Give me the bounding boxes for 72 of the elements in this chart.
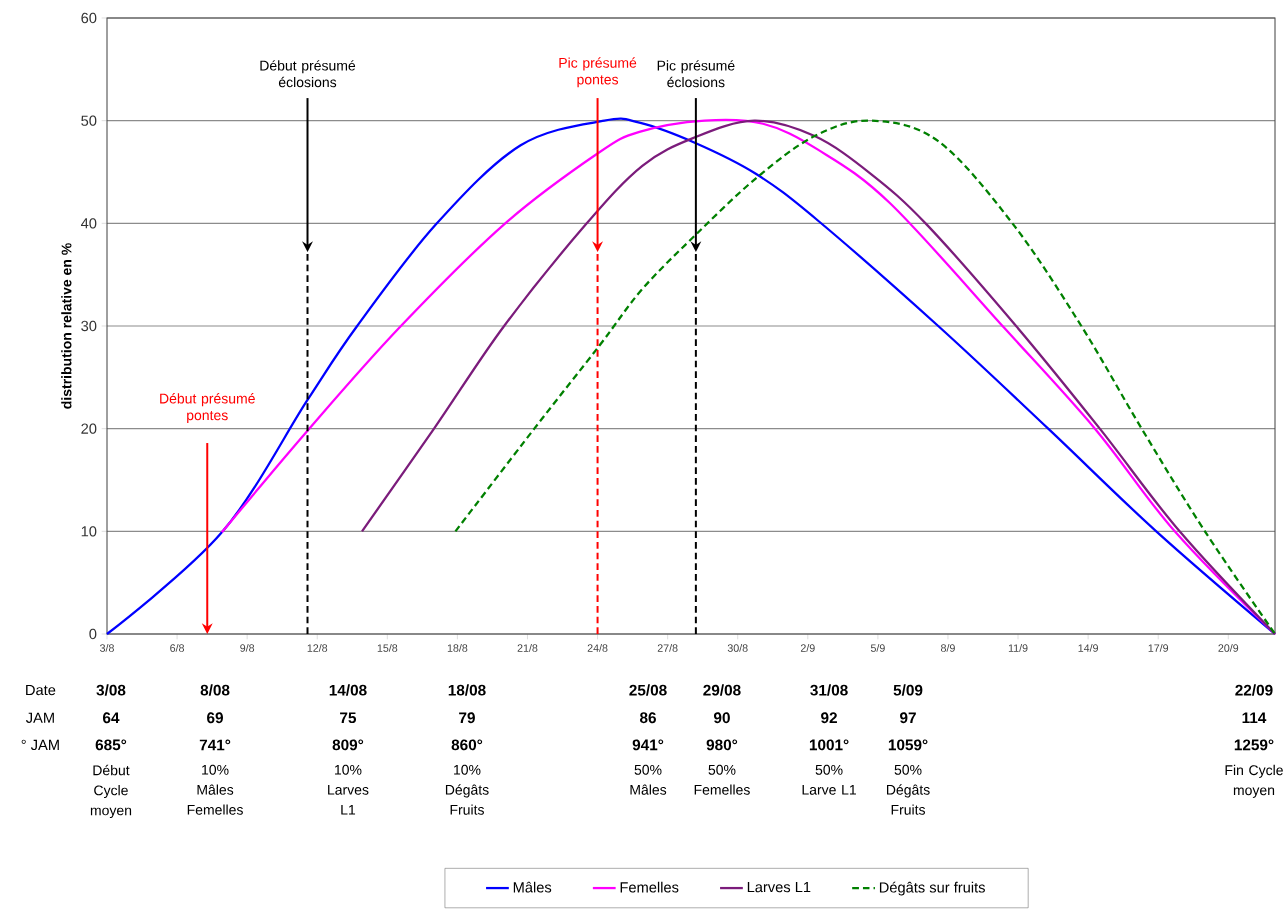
- text: 86: [639, 712, 656, 724]
- text: 3/08: [96, 684, 126, 696]
- x-tick-label: 6/8: [170, 644, 185, 652]
- text: 8/08: [200, 684, 230, 696]
- ref-line-label: Pic présumé éclosions: [657, 60, 735, 88]
- legend-label: Femelles: [620, 881, 679, 893]
- y-tick-label: 30: [81, 320, 97, 332]
- text: 64: [103, 712, 120, 724]
- legend-label: Larves L1: [747, 882, 811, 893]
- x-tick-label: 21/8: [517, 644, 538, 652]
- x-tick-label: 15/8: [377, 644, 398, 652]
- text: 69: [207, 712, 223, 724]
- text: 10% Mâles Femelles: [187, 764, 243, 815]
- x-tick-label: 8/9: [941, 644, 955, 652]
- y-axis-title: distribution relative en %: [61, 243, 72, 409]
- x-tick-label: 24/8: [587, 644, 608, 652]
- text: 31/08: [810, 684, 848, 696]
- legend-label: Dégâts sur fruits: [879, 881, 985, 896]
- x-tick-label: 5/9: [870, 644, 885, 652]
- text: ° JAM: [21, 739, 59, 751]
- text: Début Cycle moyen: [90, 764, 132, 819]
- x-tick-label: 30/8: [727, 644, 748, 652]
- text: 92: [821, 712, 837, 724]
- text: 50% Mâles: [630, 764, 667, 795]
- text: 941°: [632, 739, 664, 751]
- text: Date: [26, 684, 56, 696]
- x-tick-label: 18/8: [447, 644, 468, 652]
- text: 114: [1242, 712, 1267, 724]
- text: 90: [713, 712, 730, 724]
- text: 22/09: [1235, 684, 1273, 696]
- x-tick-label: 3/8: [99, 644, 114, 652]
- ref-line-label: Début présumé pontes: [160, 393, 255, 423]
- text: 1001°: [809, 739, 849, 751]
- x-tick-label: 20/9: [1218, 644, 1239, 652]
- x-tick-label: 27/8: [657, 644, 678, 652]
- ref-line-label: Début présumé éclosions: [260, 60, 356, 88]
- legend-label: Mâles: [513, 881, 552, 893]
- text: 5/09: [893, 684, 923, 696]
- text: 79: [459, 712, 475, 724]
- text: 29/08: [703, 684, 741, 696]
- text: 14/08: [329, 684, 367, 696]
- y-tick-label: 0: [89, 628, 97, 640]
- ref-line-label: Pic présumé pontes: [559, 57, 637, 88]
- text: 50% Larve L1: [802, 764, 856, 795]
- text: 25/08: [629, 684, 667, 696]
- y-tick-label: 10: [81, 526, 97, 537]
- x-tick-label: 2/9: [800, 644, 815, 652]
- text: 1259°: [1234, 739, 1274, 751]
- x-tick-label: 11/9: [1008, 644, 1028, 652]
- text: 75: [340, 712, 357, 724]
- text: 50% Dégâts Fruits: [887, 764, 930, 815]
- text: 97: [900, 712, 916, 724]
- text: 1059°: [888, 739, 928, 751]
- y-tick-label: 20: [81, 423, 97, 434]
- text: 685°: [95, 739, 127, 751]
- text: 741°: [199, 739, 231, 751]
- text: 980°: [706, 739, 738, 751]
- y-tick-label: 60: [81, 12, 97, 24]
- x-tick-label: 12/8: [307, 644, 328, 652]
- x-tick-label: 9/8: [240, 644, 255, 652]
- text: 860°: [451, 739, 483, 751]
- text: 10% Larves L1: [328, 764, 369, 815]
- text: Fin Cycle moyen: [1225, 764, 1283, 798]
- text: 10% Dégâts Fruits: [445, 764, 489, 815]
- y-tick-label: 50: [81, 115, 97, 126]
- text: JAM: [25, 712, 54, 723]
- x-tick-label: 14/9: [1078, 644, 1098, 652]
- x-tick-label: 17/9: [1148, 644, 1169, 652]
- text: 809°: [332, 739, 364, 751]
- y-tick-label: 40: [80, 218, 97, 229]
- text: 50% Femelles: [694, 764, 750, 795]
- text: 18/08: [448, 684, 486, 696]
